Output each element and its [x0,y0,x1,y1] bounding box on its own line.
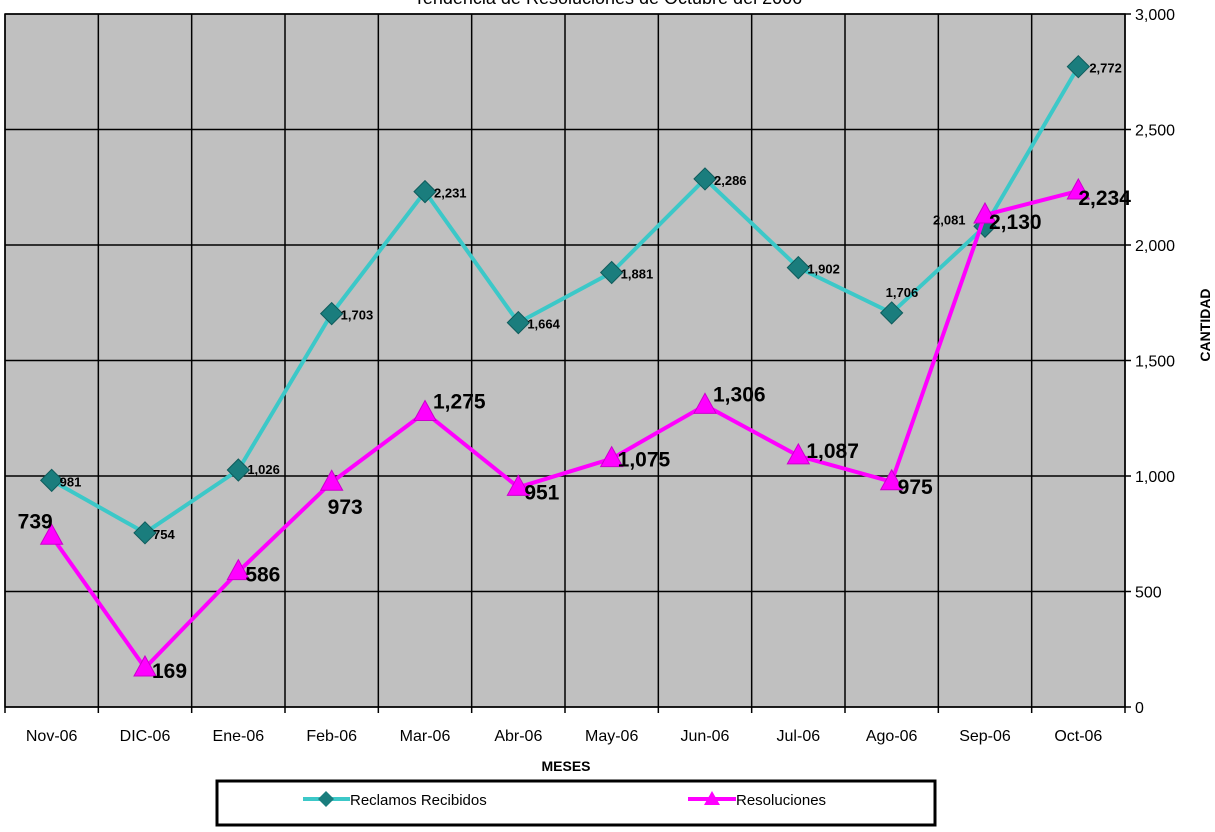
data-label: 586 [245,564,280,587]
x-tick-label: Nov-06 [26,728,78,745]
x-tick-label: May-06 [585,728,638,745]
x-tick-label: Sep-06 [959,728,1011,745]
x-tick-label: Mar-06 [400,728,451,745]
series-layer [39,54,1091,677]
axes: 0 500 1,000 1,500 2,000 2,500 3,000 Nov-06 DIC-0… [4,7,1175,745]
data-label: 1,026 [247,462,280,477]
x-tick-label: Abr-06 [494,728,542,745]
data-label: 1,087 [806,440,859,463]
legend-box [215,779,937,827]
data-point [973,201,997,224]
x-tick-label: Feb-06 [306,728,357,745]
data-point [879,468,904,491]
y-tick-label: 0 [1135,700,1144,717]
series-resoluciones [39,177,1091,677]
data-label: 1,306 [713,383,766,406]
data-label: 1,664 [527,317,560,332]
data-label: 951 [524,481,559,504]
x-tick-label: DIC-06 [120,728,171,745]
data-label: 975 [898,476,933,499]
data-point [226,458,251,482]
y-tick-label: 3,000 [1135,7,1175,24]
y-tick-label: 2,500 [1135,123,1175,140]
data-point [786,255,811,280]
x-tick-label: Oct-06 [1054,728,1102,745]
data-point [39,468,64,493]
data-label: 1,075 [618,449,671,472]
data-point [693,167,717,191]
data-point [506,474,531,496]
data-label: 1,275 [433,390,486,413]
data-label: 169 [152,660,187,683]
data-point [879,301,904,325]
data-label: 2,081 [933,212,966,227]
data-point [506,310,531,335]
y-axis-title: CANTIDAD [1197,288,1213,361]
data-point [599,445,624,468]
data-point [413,179,437,204]
data-point [1066,177,1091,200]
data-label: 2,234 [1078,187,1131,210]
data-label: 973 [328,496,363,519]
data-label: 1,902 [807,262,840,277]
data-point [413,399,437,421]
data-label: 2,231 [434,186,467,201]
legend-marker-resoluciones [704,791,720,805]
y-tick-label: 500 [1135,585,1162,602]
y-tick-label: 1,500 [1135,354,1175,371]
data-point [319,469,344,491]
data-label: 2,772 [1089,61,1122,76]
data-point [319,301,344,326]
data-label: 2,130 [989,211,1042,234]
data-label: 754 [153,527,175,542]
data-point [133,654,157,677]
series-line [50,189,1079,670]
legend-label-reclamos: Reclamos Recibidos [350,792,487,809]
y-tick-label: 1,000 [1135,469,1175,486]
data-label: 739 [18,510,53,533]
data-point [39,523,64,545]
chart-title: Tendencia de Resoluciones de Octubre del… [414,0,802,8]
data-label: 1,703 [341,308,374,323]
x-tick-label: Jun-06 [681,728,730,745]
y-tick-label: 2,000 [1135,238,1175,255]
data-label: 1,706 [886,285,919,300]
data-label: 2,286 [714,173,747,188]
data-point [226,558,251,581]
data-point [1066,54,1091,79]
legend-marker-reclamos [318,791,334,807]
data-point [599,260,624,285]
data-labels: 981 754 1,026 1,703 2,231 1,664 1,881 2,286 1,90… [18,61,1132,683]
legend: Reclamos Recibidos Resoluciones [215,779,937,827]
data-point [786,442,811,465]
x-axis-title: MESES [541,758,590,774]
x-tick-label: Ene-06 [213,728,265,745]
data-point [133,521,157,545]
legend-label-resoluciones: Resoluciones [736,792,826,809]
x-tick-label: Jul-06 [777,728,821,745]
data-point [693,392,717,414]
series-line [50,65,1081,535]
data-label: 1,881 [621,266,654,281]
x-tick-label: Ago-06 [866,728,918,745]
legend-item-resoluciones: Resoluciones [688,791,826,809]
data-label: 981 [60,474,82,489]
legend-item-reclamos: Reclamos Recibidos [303,791,487,809]
